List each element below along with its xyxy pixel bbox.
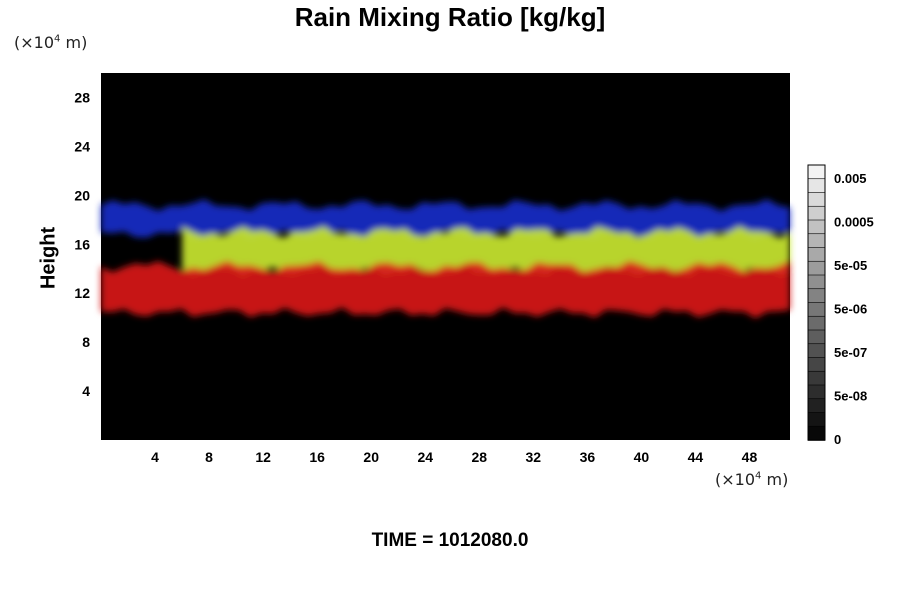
x-axis-ticks: 4 8 12 16 20 24 28 32 36 40 44 48 [151, 449, 757, 465]
colorbar-tick-label: 0.005 [834, 171, 867, 186]
colorbar-swatch [807, 192, 826, 208]
colorbar-swatch [807, 384, 826, 400]
time-label: TIME = 1012080.0 [371, 530, 529, 551]
layer-band-0 [101, 199, 790, 240]
x-tick-label: 20 [363, 449, 379, 465]
colorbar-swatch [807, 412, 826, 428]
colorbar-tick-label: 5e-05 [834, 258, 867, 273]
colorbar-swatch [807, 329, 826, 345]
x-tick-label: 28 [471, 449, 487, 465]
x-tick-label: 8 [205, 449, 213, 465]
colorbar-swatch [807, 288, 826, 304]
colorbar-tick-label: 5e-08 [834, 389, 867, 404]
colorbar: 0.005 0.0005 5e-05 5e-06 5e-07 5e-08 0 [807, 164, 874, 447]
colorbar-swatch [807, 205, 826, 221]
colorbar-swatch [807, 357, 826, 373]
x-tick-label: 40 [634, 449, 650, 465]
y-tick-label: 12 [74, 285, 90, 301]
x-tick-label: 36 [580, 449, 596, 465]
y-tick-label: 28 [74, 89, 90, 105]
colorbar-frame [807, 164, 826, 441]
colorbar-tick-label: 5e-06 [834, 302, 867, 317]
y-axis-ticks: 4 8 12 16 20 24 28 [74, 89, 90, 399]
y-tick-label: 4 [82, 383, 90, 399]
y-tick-label: 20 [74, 187, 90, 203]
colorbar-swatch [807, 274, 826, 290]
x-tick-label: 16 [309, 449, 325, 465]
colorbar-tick-label: 5e-07 [834, 345, 867, 360]
y-tick-label: 8 [82, 334, 90, 350]
layer-band-2 [101, 260, 790, 319]
colorbar-swatch [807, 315, 826, 331]
x-tick-label: 44 [688, 449, 704, 465]
colorbar-swatch [807, 370, 826, 386]
y-tick-label: 24 [74, 138, 90, 154]
colorbar-swatch [807, 343, 826, 359]
colorbar-swatch [807, 233, 826, 249]
rain-field-layers [101, 199, 791, 319]
x-tick-label: 4 [151, 449, 159, 465]
colorbar-swatch [807, 398, 826, 414]
colorbar-swatch [807, 164, 826, 180]
colorbar-tick-label: 0 [834, 432, 841, 447]
colorbar-tick-label: 0.0005 [834, 215, 874, 230]
colorbar-swatch [807, 178, 826, 194]
chart-title: Rain Mixing Ratio [kg/kg] [294, 2, 606, 32]
colorbar-swatch [807, 247, 826, 263]
x-tick-label: 32 [526, 449, 542, 465]
colorbar-swatch [807, 425, 826, 441]
x-tick-label: 48 [742, 449, 758, 465]
x-tick-label: 12 [255, 449, 271, 465]
y-tick-label: 16 [74, 236, 90, 252]
x-tick-label: 24 [417, 449, 433, 465]
y-axis-unit: (×104 m) [14, 33, 88, 52]
colorbar-swatch [807, 302, 826, 318]
colorbar-swatch [807, 219, 826, 235]
x-axis-unit: (×104 m) [715, 470, 789, 489]
colorbar-swatch [807, 260, 826, 276]
